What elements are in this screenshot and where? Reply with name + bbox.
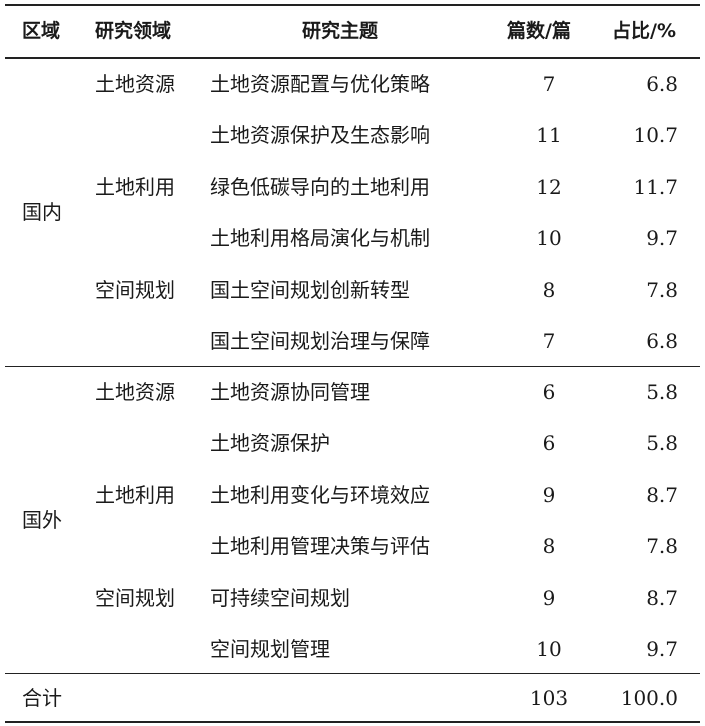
header-region: 区域 (22, 20, 61, 42)
share-cell: 7.8 (646, 277, 678, 302)
topic-cell: 土地资源保护及生态影响 (210, 123, 430, 148)
count-cell: 8 (542, 277, 556, 302)
share-cell: 10.7 (633, 123, 678, 148)
group-separator (5, 366, 700, 367)
topic-cell: 土地利用格局演化与机制 (210, 226, 430, 251)
header-count: 篇数/篇 (507, 20, 571, 42)
share-cell: 8.7 (646, 585, 678, 610)
topic-cell: 国土空间规划治理与保障 (210, 329, 430, 353)
total-label: 合计 (22, 686, 62, 710)
field-label: 土地利用 (95, 482, 175, 507)
share-cell: 9.7 (646, 637, 678, 661)
field-label: 土地资源 (95, 380, 175, 404)
top-rule (5, 4, 700, 6)
count-cell: 6 (542, 431, 556, 456)
topic-cell: 土地资源协同管理 (210, 380, 370, 404)
count-cell: 8 (542, 534, 556, 559)
header-rule (5, 57, 700, 59)
share-cell: 6.8 (646, 329, 678, 353)
share-cell: 8.7 (646, 482, 678, 507)
count-cell: 11 (536, 123, 562, 148)
region-label: 国内 (22, 200, 62, 224)
total-count: 103 (529, 686, 569, 710)
count-cell: 10 (536, 637, 562, 661)
field-label: 土地资源 (95, 72, 175, 96)
total-rule (5, 673, 700, 674)
header-topic: 研究主题 (302, 20, 379, 42)
share-cell: 5.8 (646, 380, 678, 404)
share-cell: 9.7 (646, 226, 678, 251)
topic-cell: 土地利用变化与环境效应 (210, 482, 430, 507)
count-cell: 9 (542, 482, 556, 507)
field-label: 空间规划 (95, 585, 175, 610)
count-cell: 6 (542, 380, 556, 404)
header-share: 占比/% (612, 20, 676, 42)
count-cell: 9 (542, 585, 556, 610)
topic-cell: 空间规划管理 (210, 637, 330, 661)
topic-cell: 国土空间规划创新转型 (210, 277, 410, 302)
field-label: 土地利用 (95, 174, 175, 199)
count-cell: 10 (536, 226, 562, 251)
share-cell: 11.7 (633, 174, 678, 199)
bottom-rule (5, 721, 700, 723)
share-cell: 5.8 (646, 431, 678, 456)
count-cell: 7 (542, 329, 556, 353)
field-label: 空间规划 (95, 277, 175, 302)
header-field: 研究领域 (95, 20, 172, 42)
region-label: 国外 (22, 508, 62, 532)
share-cell: 6.8 (646, 72, 678, 96)
topic-cell: 绿色低碳导向的土地利用 (210, 174, 430, 199)
total-share: 100.0 (620, 686, 678, 710)
share-cell: 7.8 (646, 534, 678, 559)
count-cell: 7 (542, 72, 556, 96)
topic-cell: 土地资源保护 (210, 431, 330, 456)
topic-cell: 可持续空间规划 (210, 585, 350, 610)
count-cell: 12 (536, 174, 562, 199)
topic-cell: 土地利用管理决策与评估 (210, 534, 430, 559)
topic-cell: 土地资源配置与优化策略 (210, 72, 430, 96)
